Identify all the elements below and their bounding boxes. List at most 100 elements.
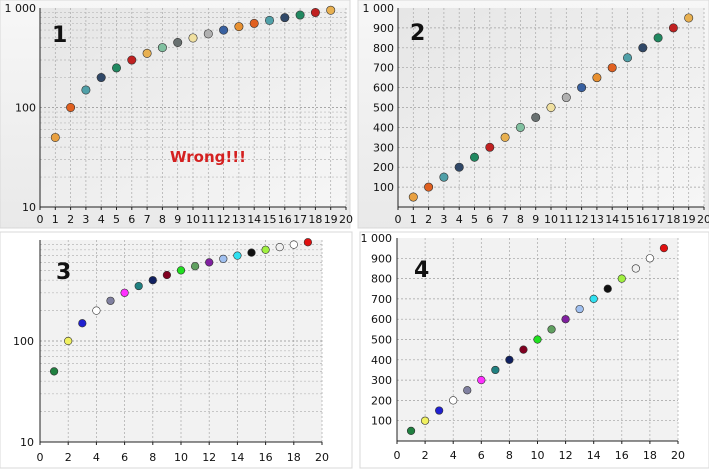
x-tick-label: 7 (144, 213, 151, 226)
x-tick-label: 16 (615, 449, 629, 462)
data-point (310, 8, 320, 18)
y-tick-label: 600 (371, 313, 392, 326)
data-point (406, 426, 416, 435)
data-point (157, 43, 167, 53)
data-point (81, 85, 91, 95)
data-point (477, 376, 486, 385)
data-point (112, 63, 122, 73)
data-point (454, 162, 464, 172)
x-tick-label: 1 (52, 213, 59, 226)
data-point (533, 335, 542, 344)
x-tick-label: 13 (590, 213, 604, 226)
data-point (435, 406, 444, 415)
x-tick-label: 4 (456, 213, 463, 226)
data-point (134, 281, 143, 291)
x-tick-label: 0 (394, 449, 401, 462)
x-tick-label: 8 (149, 451, 156, 464)
y-tick-label: 1 000 (361, 232, 393, 245)
x-tick-label: 12 (559, 449, 573, 462)
x-tick-label: 19 (324, 213, 338, 226)
x-tick-label: 12 (202, 451, 216, 464)
data-point (577, 83, 587, 93)
x-tick-label: 2 (65, 451, 72, 464)
data-point (592, 73, 602, 83)
x-tick-label: 12 (217, 213, 231, 226)
x-tick-label: 9 (532, 213, 539, 226)
x-tick-label: 10 (544, 213, 558, 226)
data-point (485, 142, 495, 152)
data-point (219, 25, 229, 35)
data-point (408, 192, 418, 202)
y-tick-label: 900 (371, 252, 392, 265)
x-tick-label: 3 (440, 213, 447, 226)
y-tick-label: 100 (13, 335, 34, 348)
data-point (280, 13, 290, 23)
x-tick-label: 4 (98, 213, 105, 226)
data-point (424, 182, 434, 192)
data-point (505, 355, 514, 364)
x-tick-label: 18 (308, 213, 322, 226)
x-tick-label: 18 (643, 449, 657, 462)
y-tick-label: 300 (373, 141, 394, 154)
x-tick-label: 2 (422, 449, 429, 462)
y-tick-label: 900 (373, 22, 394, 35)
data-point (589, 294, 598, 304)
data-point (303, 238, 313, 247)
x-tick-label: 15 (263, 213, 277, 226)
y-tick-label: 300 (371, 374, 392, 387)
data-point (127, 55, 137, 65)
x-tick-label: 2 (425, 213, 432, 226)
y-tick-label: 100 (373, 181, 394, 194)
y-tick-label: 400 (371, 354, 392, 367)
x-tick-label: 1 (410, 213, 417, 226)
x-tick-label: 20 (671, 449, 685, 462)
x-tick-label: 14 (605, 213, 619, 226)
x-tick-label: 10 (186, 213, 200, 226)
data-point (659, 244, 669, 253)
y-tick-label: 800 (371, 273, 392, 286)
y-tick-label: 100 (15, 102, 36, 115)
data-point (617, 274, 626, 283)
data-point (205, 258, 214, 267)
data-point (668, 23, 678, 33)
data-point (49, 367, 59, 376)
data-point (449, 396, 458, 405)
data-point (603, 284, 612, 293)
y-tick-label: 10 (22, 201, 36, 214)
y-tick-label: 10 (20, 436, 34, 449)
wrong-annotation: Wrong!!! (170, 148, 246, 166)
data-point (249, 18, 259, 28)
data-point (469, 152, 479, 162)
y-tick-label: 1 000 (5, 2, 37, 15)
y-tick-label: 700 (371, 293, 392, 306)
y-tick-label: 600 (373, 82, 394, 95)
x-tick-label: 10 (531, 449, 545, 462)
data-point (439, 172, 449, 182)
y-tick-label: 800 (373, 42, 394, 55)
data-point (203, 29, 213, 39)
data-point (519, 345, 528, 354)
x-tick-label: 15 (621, 213, 635, 226)
data-point (142, 48, 152, 58)
y-tick-label: 100 (371, 415, 392, 428)
y-tick-label: 1 000 (363, 2, 395, 15)
x-tick-label: 20 (315, 451, 329, 464)
x-tick-label: 6 (486, 213, 493, 226)
data-point (463, 386, 472, 395)
x-tick-label: 19 (682, 213, 696, 226)
data-point (531, 112, 541, 122)
data-point (326, 5, 336, 15)
data-point (491, 365, 500, 375)
panel-number-label: 1 (52, 23, 67, 48)
x-tick-label: 16 (259, 451, 273, 464)
x-tick-label: 8 (506, 449, 513, 462)
x-tick-label: 0 (395, 213, 402, 226)
chart-3: 0 2 4 6 8 10 12 14 16 18 20 10 100 3 (0, 231, 353, 469)
panel-number-label: 3 (56, 260, 71, 285)
data-point (148, 276, 157, 285)
x-tick-label: 17 (651, 213, 665, 226)
data-point (50, 132, 60, 142)
data-point (106, 296, 115, 305)
panel-number-label: 2 (410, 21, 425, 46)
y-tick-label: 500 (373, 102, 394, 115)
